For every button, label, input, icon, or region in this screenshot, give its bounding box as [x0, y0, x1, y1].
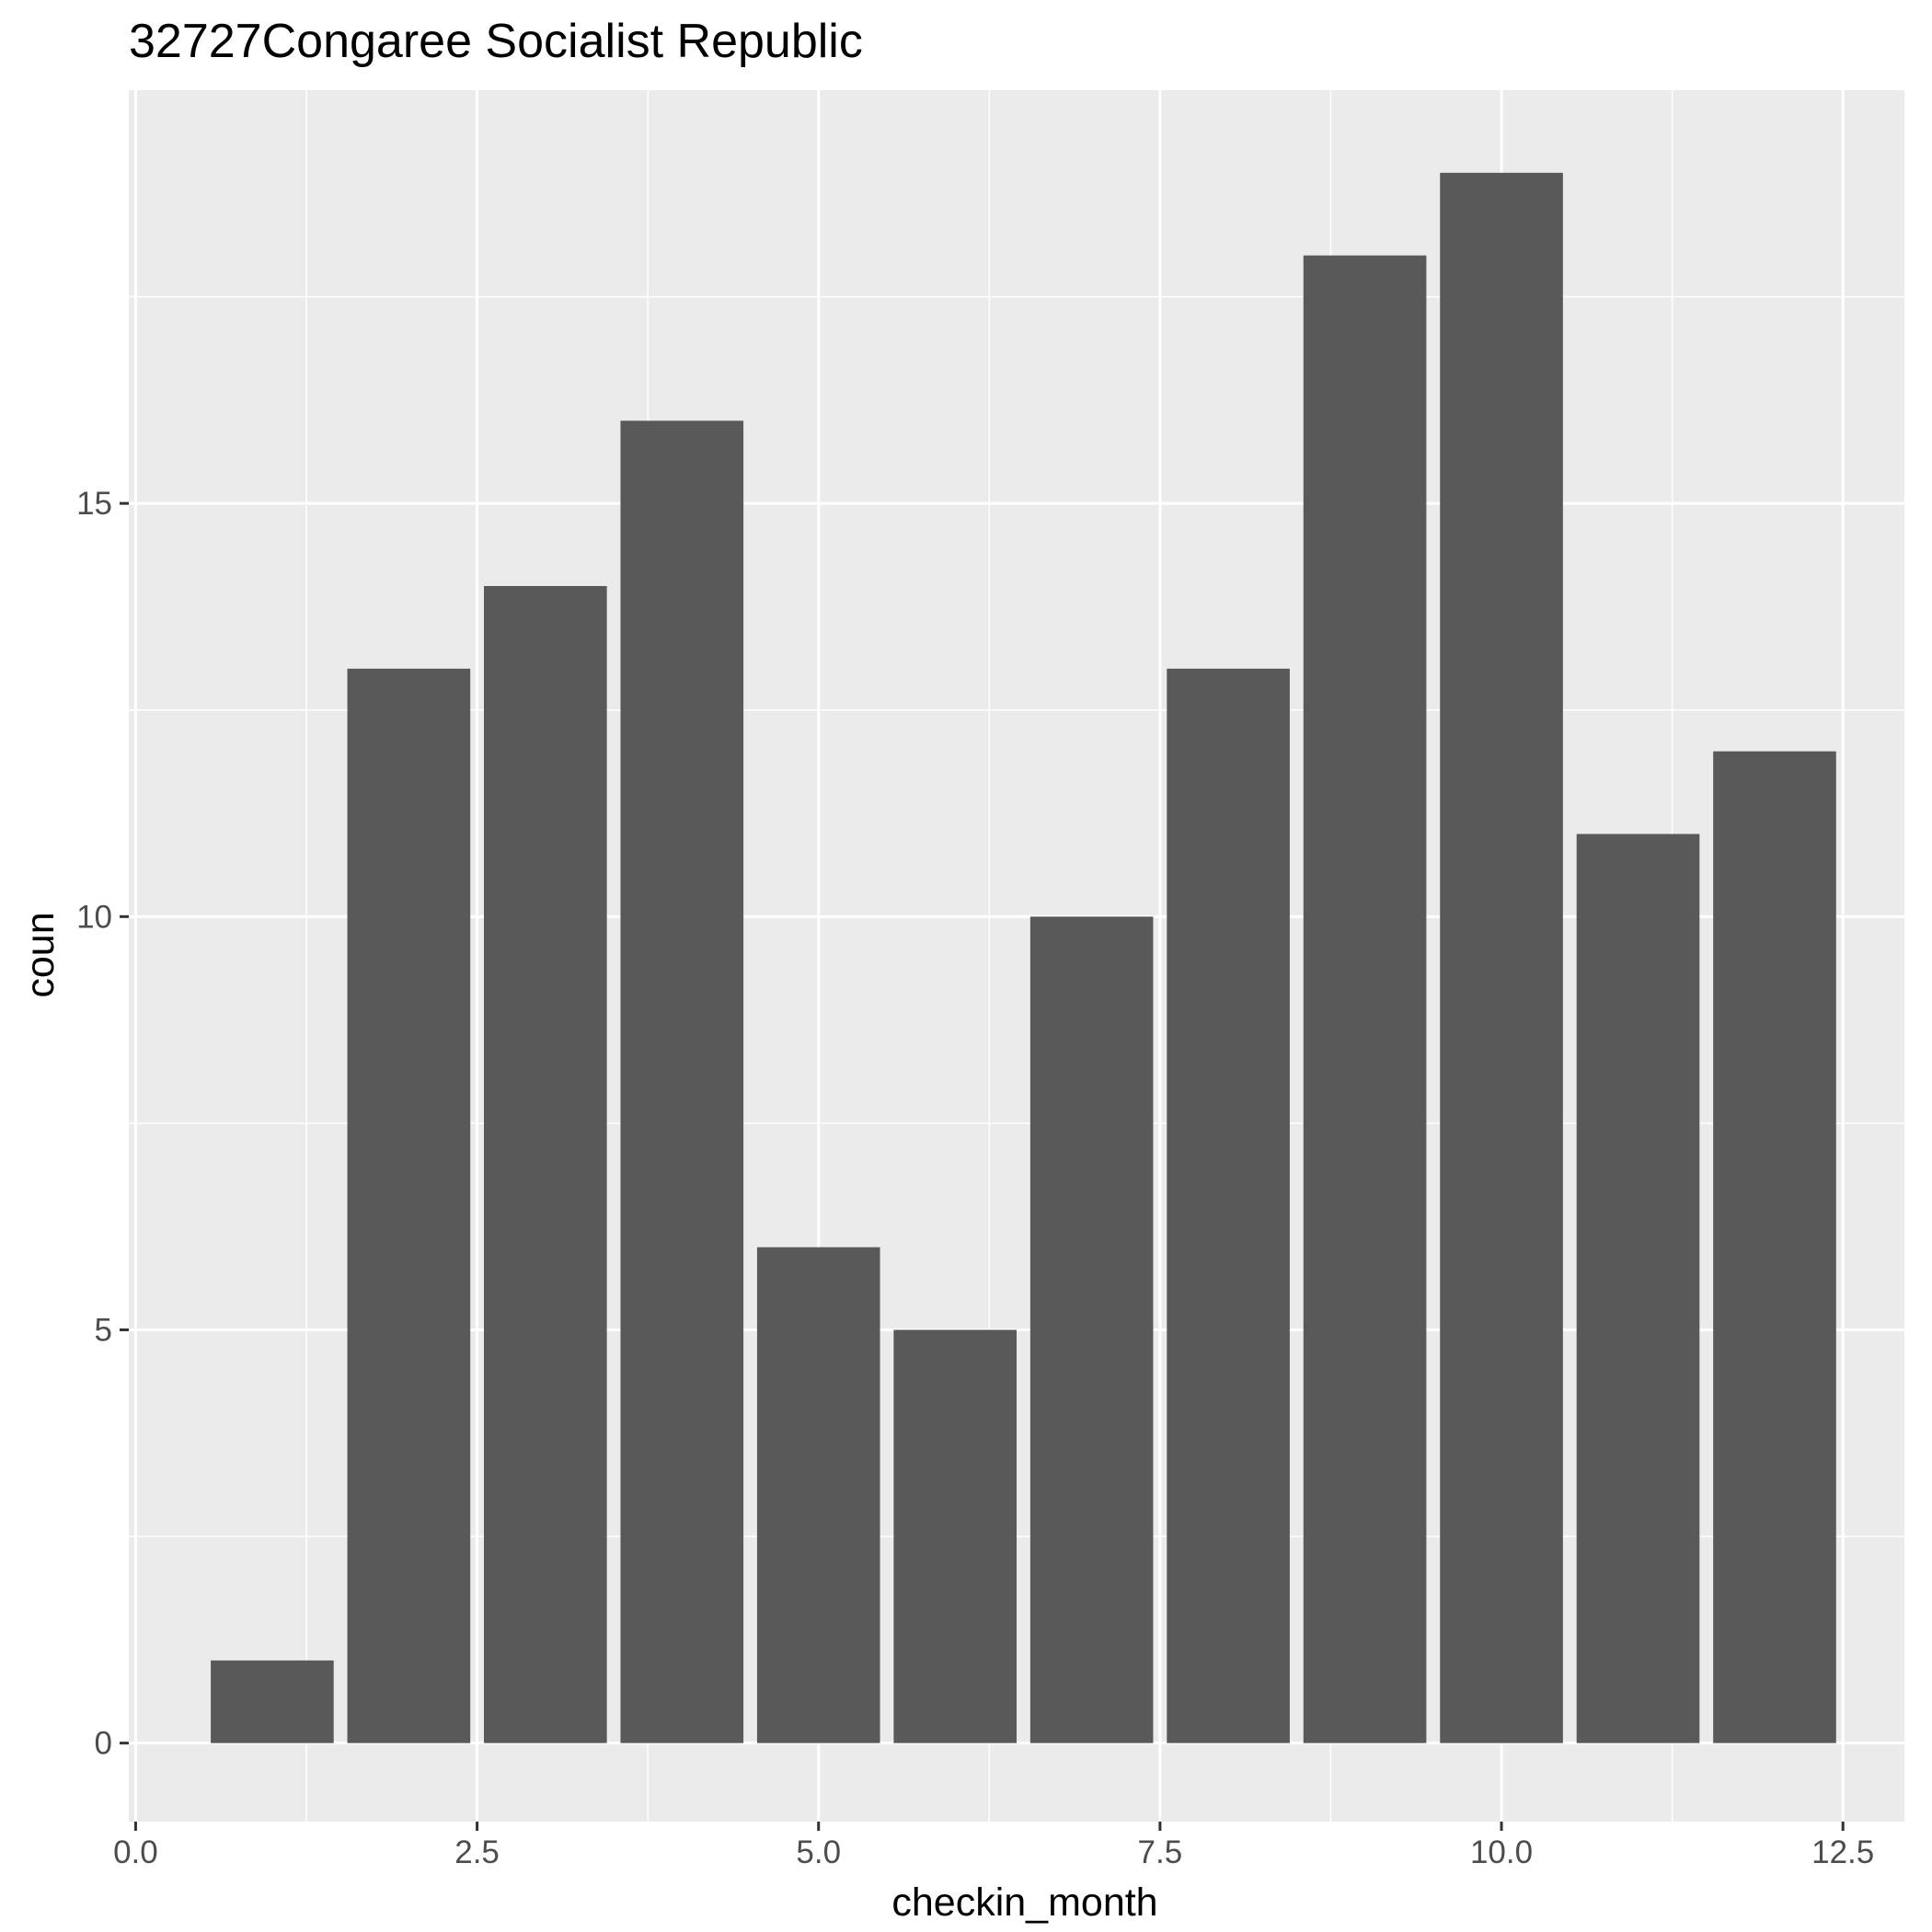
bar-month-5: [756, 1247, 880, 1743]
bar-month-4: [620, 420, 744, 1743]
x-tick-label: 7.5: [1138, 1834, 1183, 1870]
bar-month-2: [347, 668, 471, 1743]
bar-month-8: [1167, 668, 1290, 1743]
x-tick-label: 12.5: [1811, 1834, 1874, 1870]
x-tick-label: 0.0: [113, 1834, 158, 1870]
bar-month-11: [1576, 834, 1700, 1743]
x-tick-label: 10.0: [1470, 1834, 1533, 1870]
y-axis-title: coun: [18, 912, 63, 997]
x-tick-label: 2.5: [454, 1834, 500, 1870]
x-axis-title: checkin_month: [891, 1880, 1157, 1925]
x-tick-label: 5.0: [796, 1834, 841, 1870]
y-tick-label: 15: [76, 486, 112, 522]
bar-month-6: [893, 1329, 1017, 1743]
bar-month-7: [1029, 916, 1154, 1743]
y-tick-label: 10: [76, 899, 112, 935]
bar-month-1: [211, 1660, 334, 1743]
bar-month-12: [1713, 751, 1836, 1743]
bar-month-9: [1303, 255, 1427, 1743]
bars: [211, 172, 1836, 1743]
bar-month-3: [484, 585, 607, 1743]
bar-month-10: [1440, 172, 1563, 1743]
y-tick-label: 0: [95, 1726, 112, 1762]
x-axis: 0.0 2.5 5.0 7.5 10.0 12.5: [113, 1822, 1874, 1870]
y-tick-label: 5: [95, 1312, 112, 1348]
y-axis: 0 5 10 15: [76, 486, 129, 1762]
chart-title: 32727Congaree Socialist Republic: [129, 15, 863, 68]
